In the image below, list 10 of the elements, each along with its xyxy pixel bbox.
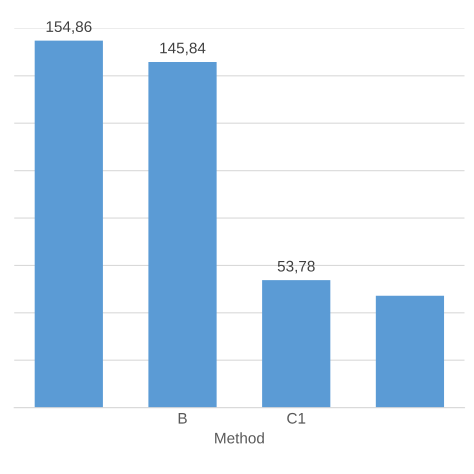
x-axis-title: Method bbox=[215, 432, 264, 444]
bar bbox=[262, 280, 330, 408]
bar bbox=[376, 296, 444, 408]
data-label: 154,86 bbox=[46, 21, 92, 34]
x-tick-label: C1 bbox=[287, 412, 306, 424]
data-label: 145,84 bbox=[160, 42, 206, 56]
data-label: 53,78 bbox=[278, 260, 315, 274]
bar bbox=[148, 62, 217, 408]
bar bbox=[34, 40, 103, 408]
x-tick-label: B bbox=[178, 413, 187, 424]
